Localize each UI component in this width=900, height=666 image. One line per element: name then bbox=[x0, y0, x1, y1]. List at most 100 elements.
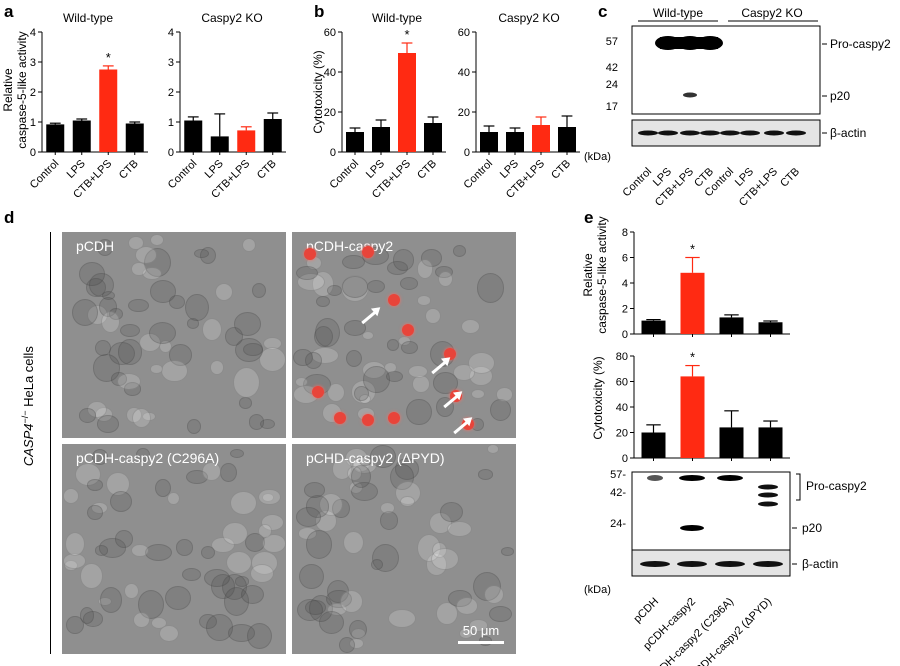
cell bbox=[501, 547, 514, 556]
y-tick-label: 40 bbox=[458, 67, 470, 79]
x-tick-label: CTB bbox=[415, 158, 439, 182]
cell bbox=[182, 568, 201, 582]
panel-e-activity-plot: 0 2 4 6 8 * bbox=[622, 227, 790, 341]
y-tick-label: 40 bbox=[616, 402, 628, 414]
significance-star: * bbox=[690, 242, 695, 257]
micrograph-dpyd-label: pCHD-caspy2 (ΔPYD) bbox=[306, 450, 445, 466]
cell bbox=[201, 318, 222, 341]
bar bbox=[99, 69, 118, 152]
actin-band bbox=[715, 561, 745, 567]
cell bbox=[95, 339, 111, 356]
cell bbox=[354, 385, 370, 401]
bar bbox=[680, 376, 705, 458]
cell bbox=[341, 254, 366, 270]
actin-band bbox=[658, 130, 678, 136]
cell bbox=[295, 265, 319, 281]
panel-e-mw-57: 57- bbox=[610, 469, 626, 481]
panel-d-side-label: CASP4−/− HeLa cells bbox=[19, 346, 37, 467]
bar bbox=[46, 124, 65, 152]
cell bbox=[447, 520, 473, 537]
y-tick-label: 60 bbox=[458, 27, 470, 39]
panel-e-cytotox-plot: 0 20 40 60 80 * bbox=[616, 350, 790, 465]
red-cell bbox=[304, 248, 316, 260]
x-tick-label: CTB bbox=[549, 158, 573, 182]
actin-band bbox=[677, 561, 707, 567]
cell bbox=[431, 547, 459, 570]
red-cell bbox=[334, 412, 346, 424]
x-tick-label: Control bbox=[462, 158, 496, 192]
lane-label: CTB bbox=[778, 166, 802, 190]
panel-e-mw-24: 24- bbox=[610, 518, 626, 530]
bar bbox=[398, 53, 416, 152]
cell bbox=[109, 490, 133, 512]
panel-b-chart: Cytotoxicity (%) Wild-type Caspy2 KO 0 20… bbox=[311, 11, 580, 201]
cell bbox=[258, 488, 281, 506]
cell bbox=[186, 419, 201, 434]
panel-label-c: c bbox=[598, 2, 608, 21]
bar bbox=[210, 136, 229, 152]
red-cell bbox=[402, 324, 414, 336]
cell bbox=[232, 366, 261, 399]
cell bbox=[109, 341, 136, 365]
cell bbox=[164, 585, 192, 611]
y-tick-label: 2 bbox=[622, 304, 628, 316]
cell bbox=[380, 511, 399, 530]
actin-band bbox=[700, 130, 720, 136]
cell bbox=[452, 244, 467, 258]
y-tick-label: 1 bbox=[30, 117, 36, 129]
scale-bar bbox=[458, 641, 504, 644]
cell bbox=[437, 270, 454, 288]
panel-c-band-p20: p20 bbox=[830, 89, 850, 103]
cell bbox=[220, 462, 237, 482]
bar bbox=[424, 123, 442, 152]
cell bbox=[350, 481, 378, 502]
cell bbox=[433, 372, 458, 394]
panel-b-ylabel: Cytotoxicity (%) bbox=[311, 50, 325, 133]
cell bbox=[101, 311, 121, 334]
p20-band bbox=[683, 92, 697, 98]
cell bbox=[458, 628, 474, 639]
panel-d-side-line bbox=[50, 232, 51, 654]
panel-label-d: d bbox=[4, 208, 15, 227]
bar bbox=[719, 317, 744, 334]
cell bbox=[79, 607, 94, 624]
x-tick-label: Control bbox=[328, 158, 362, 192]
panel-e-bands bbox=[640, 475, 783, 567]
actin-band bbox=[638, 130, 658, 136]
cell bbox=[380, 502, 396, 515]
panel-c-blot: Wild-type Caspy2 KO 57 42 24 17 (kDa) Pr… bbox=[584, 6, 891, 209]
panel-e-blot-membrane bbox=[631, 471, 791, 551]
cell bbox=[250, 563, 274, 583]
micrograph-dpyd: pCHD-caspy2 (ΔPYD) 50 μm bbox=[292, 444, 516, 654]
y-tick-label: 60 bbox=[616, 377, 628, 389]
cell bbox=[131, 261, 148, 277]
cell bbox=[292, 348, 313, 367]
cell bbox=[468, 619, 489, 632]
cell bbox=[436, 602, 458, 625]
cell bbox=[116, 373, 141, 390]
bar bbox=[719, 427, 744, 458]
cell bbox=[167, 491, 180, 506]
panel-e-band-actin: β-actin bbox=[802, 557, 838, 571]
bar bbox=[680, 272, 705, 334]
cell bbox=[408, 364, 429, 378]
x-tick-label: Control bbox=[166, 158, 200, 192]
actin-band bbox=[764, 130, 784, 136]
p20-band bbox=[680, 525, 704, 531]
cell bbox=[234, 576, 250, 587]
panel-label-b: b bbox=[314, 2, 325, 21]
cell bbox=[366, 279, 385, 293]
panel-c-mw-24: 24 bbox=[606, 79, 618, 91]
panel-c-mw-17: 17 bbox=[606, 101, 618, 113]
cell bbox=[439, 501, 464, 523]
micrograph-c296a: pCDH-caspy2 (C296A) bbox=[62, 444, 286, 654]
cell bbox=[65, 532, 86, 556]
bar bbox=[758, 427, 783, 458]
cell bbox=[345, 350, 362, 368]
lane-label: Control bbox=[621, 166, 655, 200]
bar bbox=[506, 132, 524, 152]
cell bbox=[461, 319, 481, 335]
y-tick-label: 2 bbox=[30, 87, 36, 99]
